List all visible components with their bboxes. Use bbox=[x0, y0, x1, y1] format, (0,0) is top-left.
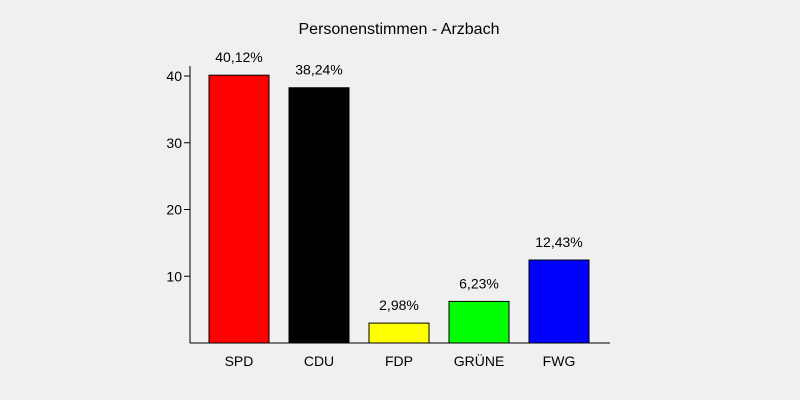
x-tick-label-spd: SPD bbox=[225, 353, 254, 369]
bar-cdu bbox=[288, 87, 350, 344]
y-tick-label-40: 40 bbox=[166, 68, 182, 84]
value-label-grüne: 6,23% bbox=[459, 275, 499, 291]
value-label-fwg: 12,43% bbox=[535, 234, 582, 250]
value-label-fdp: 2,98% bbox=[379, 297, 419, 313]
y-tick-label-20: 20 bbox=[166, 202, 182, 218]
axes-layer: SPD CDU FDP GRÜNE FWG 10 20 30 40 bbox=[166, 66, 610, 369]
value-labels-layer: 40,12% 38,24% 2,98% 6,23% 12,43% bbox=[215, 49, 582, 313]
bar-fwg bbox=[528, 259, 590, 344]
x-tick-label-grüne: GRÜNE bbox=[454, 352, 505, 369]
x-tick-label-fwg: FWG bbox=[543, 353, 576, 369]
bars-layer bbox=[208, 74, 590, 344]
value-label-spd: 40,12% bbox=[215, 49, 262, 65]
y-tick-label-10: 10 bbox=[166, 268, 182, 284]
chart-title: Personenstimmen - Arzbach bbox=[299, 21, 500, 38]
x-tick-label-cdu: CDU bbox=[304, 353, 334, 369]
bar-spd bbox=[208, 74, 270, 344]
y-tick-label-30: 30 bbox=[166, 135, 182, 151]
bar-fdp bbox=[368, 322, 430, 344]
x-tick-label-fdp: FDP bbox=[385, 353, 413, 369]
value-label-cdu: 38,24% bbox=[295, 62, 342, 78]
bar-grüne bbox=[448, 300, 510, 344]
